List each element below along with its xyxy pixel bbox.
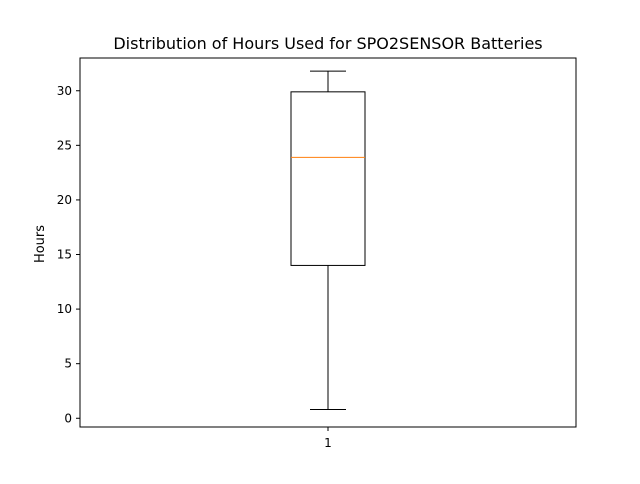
interquartile-box <box>290 91 366 266</box>
y-tick-label: 25 <box>57 138 72 152</box>
plot-marks <box>290 70 366 411</box>
box-group <box>290 70 366 411</box>
y-axis-label: Hours <box>33 225 48 263</box>
y-tick-label: 30 <box>57 84 72 98</box>
y-tick-label: 20 <box>57 193 72 207</box>
y-tick-label: 15 <box>57 248 72 262</box>
x-tick-label: 1 <box>324 436 332 450</box>
x-axis-ticks: 1 <box>324 427 332 450</box>
y-tick-label: 5 <box>64 357 72 371</box>
y-axis-ticks: 0 5 10 15 20 25 30 <box>57 84 80 425</box>
y-tick-label: 10 <box>57 302 72 316</box>
y-tick-label: 0 <box>64 411 72 425</box>
chart-title: Distribution of Hours Used for SPO2SENSO… <box>113 34 542 53</box>
